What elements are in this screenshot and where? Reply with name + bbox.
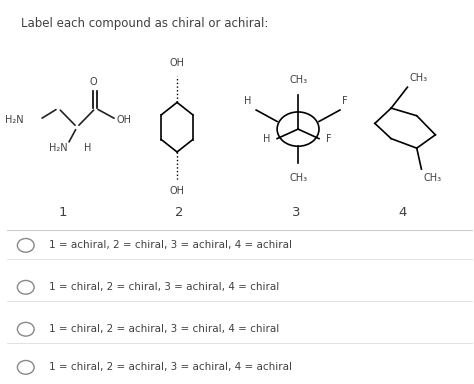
Text: H: H <box>244 96 252 106</box>
Text: F: F <box>326 134 332 144</box>
Text: F: F <box>342 96 348 106</box>
Text: Label each compound as chiral or achiral:: Label each compound as chiral or achiral… <box>21 17 268 30</box>
Text: H: H <box>263 134 270 144</box>
Text: CH₃: CH₃ <box>289 173 307 183</box>
Text: 3: 3 <box>292 207 300 220</box>
Text: 1 = chiral, 2 = achiral, 3 = achiral, 4 = achiral: 1 = chiral, 2 = achiral, 3 = achiral, 4 … <box>49 362 292 372</box>
Text: CH₃: CH₃ <box>410 73 428 83</box>
Text: 1 = chiral, 2 = chiral, 3 = achiral, 4 = chiral: 1 = chiral, 2 = chiral, 3 = achiral, 4 =… <box>49 282 279 292</box>
Text: 4: 4 <box>399 207 407 220</box>
Text: H: H <box>84 143 91 153</box>
Text: CH₃: CH₃ <box>424 173 442 183</box>
Text: 1 = chiral, 2 = achiral, 3 = chiral, 4 = chiral: 1 = chiral, 2 = achiral, 3 = chiral, 4 =… <box>49 324 279 334</box>
Text: OH: OH <box>170 186 184 196</box>
Text: H₂N: H₂N <box>49 143 68 153</box>
Text: O: O <box>90 77 97 87</box>
Text: 1: 1 <box>59 207 67 220</box>
Text: CH₃: CH₃ <box>289 75 307 85</box>
Text: H₂N: H₂N <box>5 114 23 124</box>
Text: OH: OH <box>117 114 132 124</box>
Text: 2: 2 <box>175 207 183 220</box>
Text: 1 = achiral, 2 = chiral, 3 = achiral, 4 = achiral: 1 = achiral, 2 = chiral, 3 = achiral, 4 … <box>49 240 292 250</box>
Text: OH: OH <box>170 58 184 68</box>
